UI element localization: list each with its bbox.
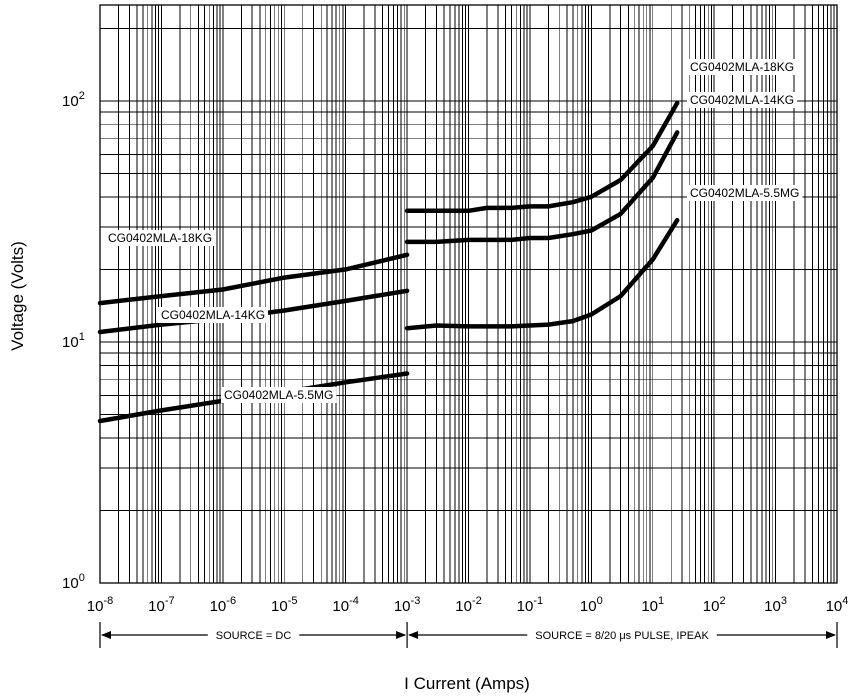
series-label-text: CG0402MLA-5.5MG	[224, 388, 333, 402]
series-label: CG0402MLA-5.5MG	[687, 185, 803, 201]
x-tick-label: 10-2	[455, 595, 481, 615]
series-label-background	[687, 92, 798, 108]
x-tick-label: 10-7	[148, 595, 174, 615]
series-label-background	[158, 307, 269, 323]
series-line-pulse	[404, 100, 680, 214]
series-label: CG0402MLA-18KG	[687, 59, 798, 75]
series-label-text: CG0402MLA-14KG	[690, 93, 794, 107]
series-label-text: CG0402MLA-18KG	[108, 231, 212, 245]
series-label-text: CG0402MLA-14KG	[161, 308, 265, 322]
x-tick-label: 10-6	[210, 595, 236, 615]
y-tick-label: 101	[62, 331, 85, 351]
series-label-background	[221, 387, 337, 403]
series-label-layer: CG0402MLA-18KG CG0402MLA-14KG CG0402MLA-5.…	[105, 59, 803, 403]
x-tick-label: 101	[641, 595, 664, 615]
plot-frame	[99, 4, 838, 584]
x-tick-label: 10-3	[394, 595, 420, 615]
region-arrowhead-left	[408, 631, 419, 639]
region-label: SOURCE = 8/20 μs PULSE, IPEAK	[535, 630, 709, 642]
series-label-text: CG0402MLA-18KG	[690, 60, 794, 74]
y-tick-label: 102	[62, 90, 85, 110]
x-axis-title: I Current (Amps)	[404, 674, 530, 693]
region-arrowhead-right	[396, 631, 407, 639]
tick-label-layer: 10-8 10-7 10-6 10-5 10-4 10-3 10-2 10-1 100 101 10…	[62, 90, 848, 615]
series-label: CG0402MLA-5.5MG	[221, 387, 337, 403]
x-tick-label: 10-8	[87, 595, 113, 615]
x-tick-label: 10-5	[271, 595, 297, 615]
x-tick-label: 100	[580, 595, 603, 615]
source-annotation: SOURCE = DC SOURCE = 8/20 μs PULSE, IPEAK	[99, 622, 838, 648]
series-label: CG0402MLA-14KG	[158, 307, 269, 323]
series-label-background	[105, 230, 216, 246]
series-line-pulse	[404, 130, 680, 245]
y-tick-label: 100	[62, 572, 85, 592]
x-tick-label: 104	[826, 595, 849, 615]
series-label-background	[687, 59, 798, 75]
series-label-text: CG0402MLA-5.5MG	[690, 186, 799, 200]
x-tick-label: 10-4	[332, 595, 358, 615]
series-line-dc	[97, 252, 410, 306]
series-label-background	[687, 185, 803, 201]
region-arrowhead-right	[826, 631, 836, 639]
grid	[99, 5, 837, 584]
region-label: SOURCE = DC	[216, 630, 292, 642]
x-tick-label: 103	[764, 595, 787, 615]
region-arrowhead-left	[101, 631, 111, 639]
series-label: CG0402MLA-14KG	[687, 92, 798, 108]
x-tick-label: 102	[703, 595, 726, 615]
y-axis-title: Voltage (Volts)	[8, 241, 27, 351]
series-line-pulse	[404, 217, 680, 331]
series-label: CG0402MLA-18KG	[105, 230, 216, 246]
x-tick-label: 10-1	[517, 595, 543, 615]
